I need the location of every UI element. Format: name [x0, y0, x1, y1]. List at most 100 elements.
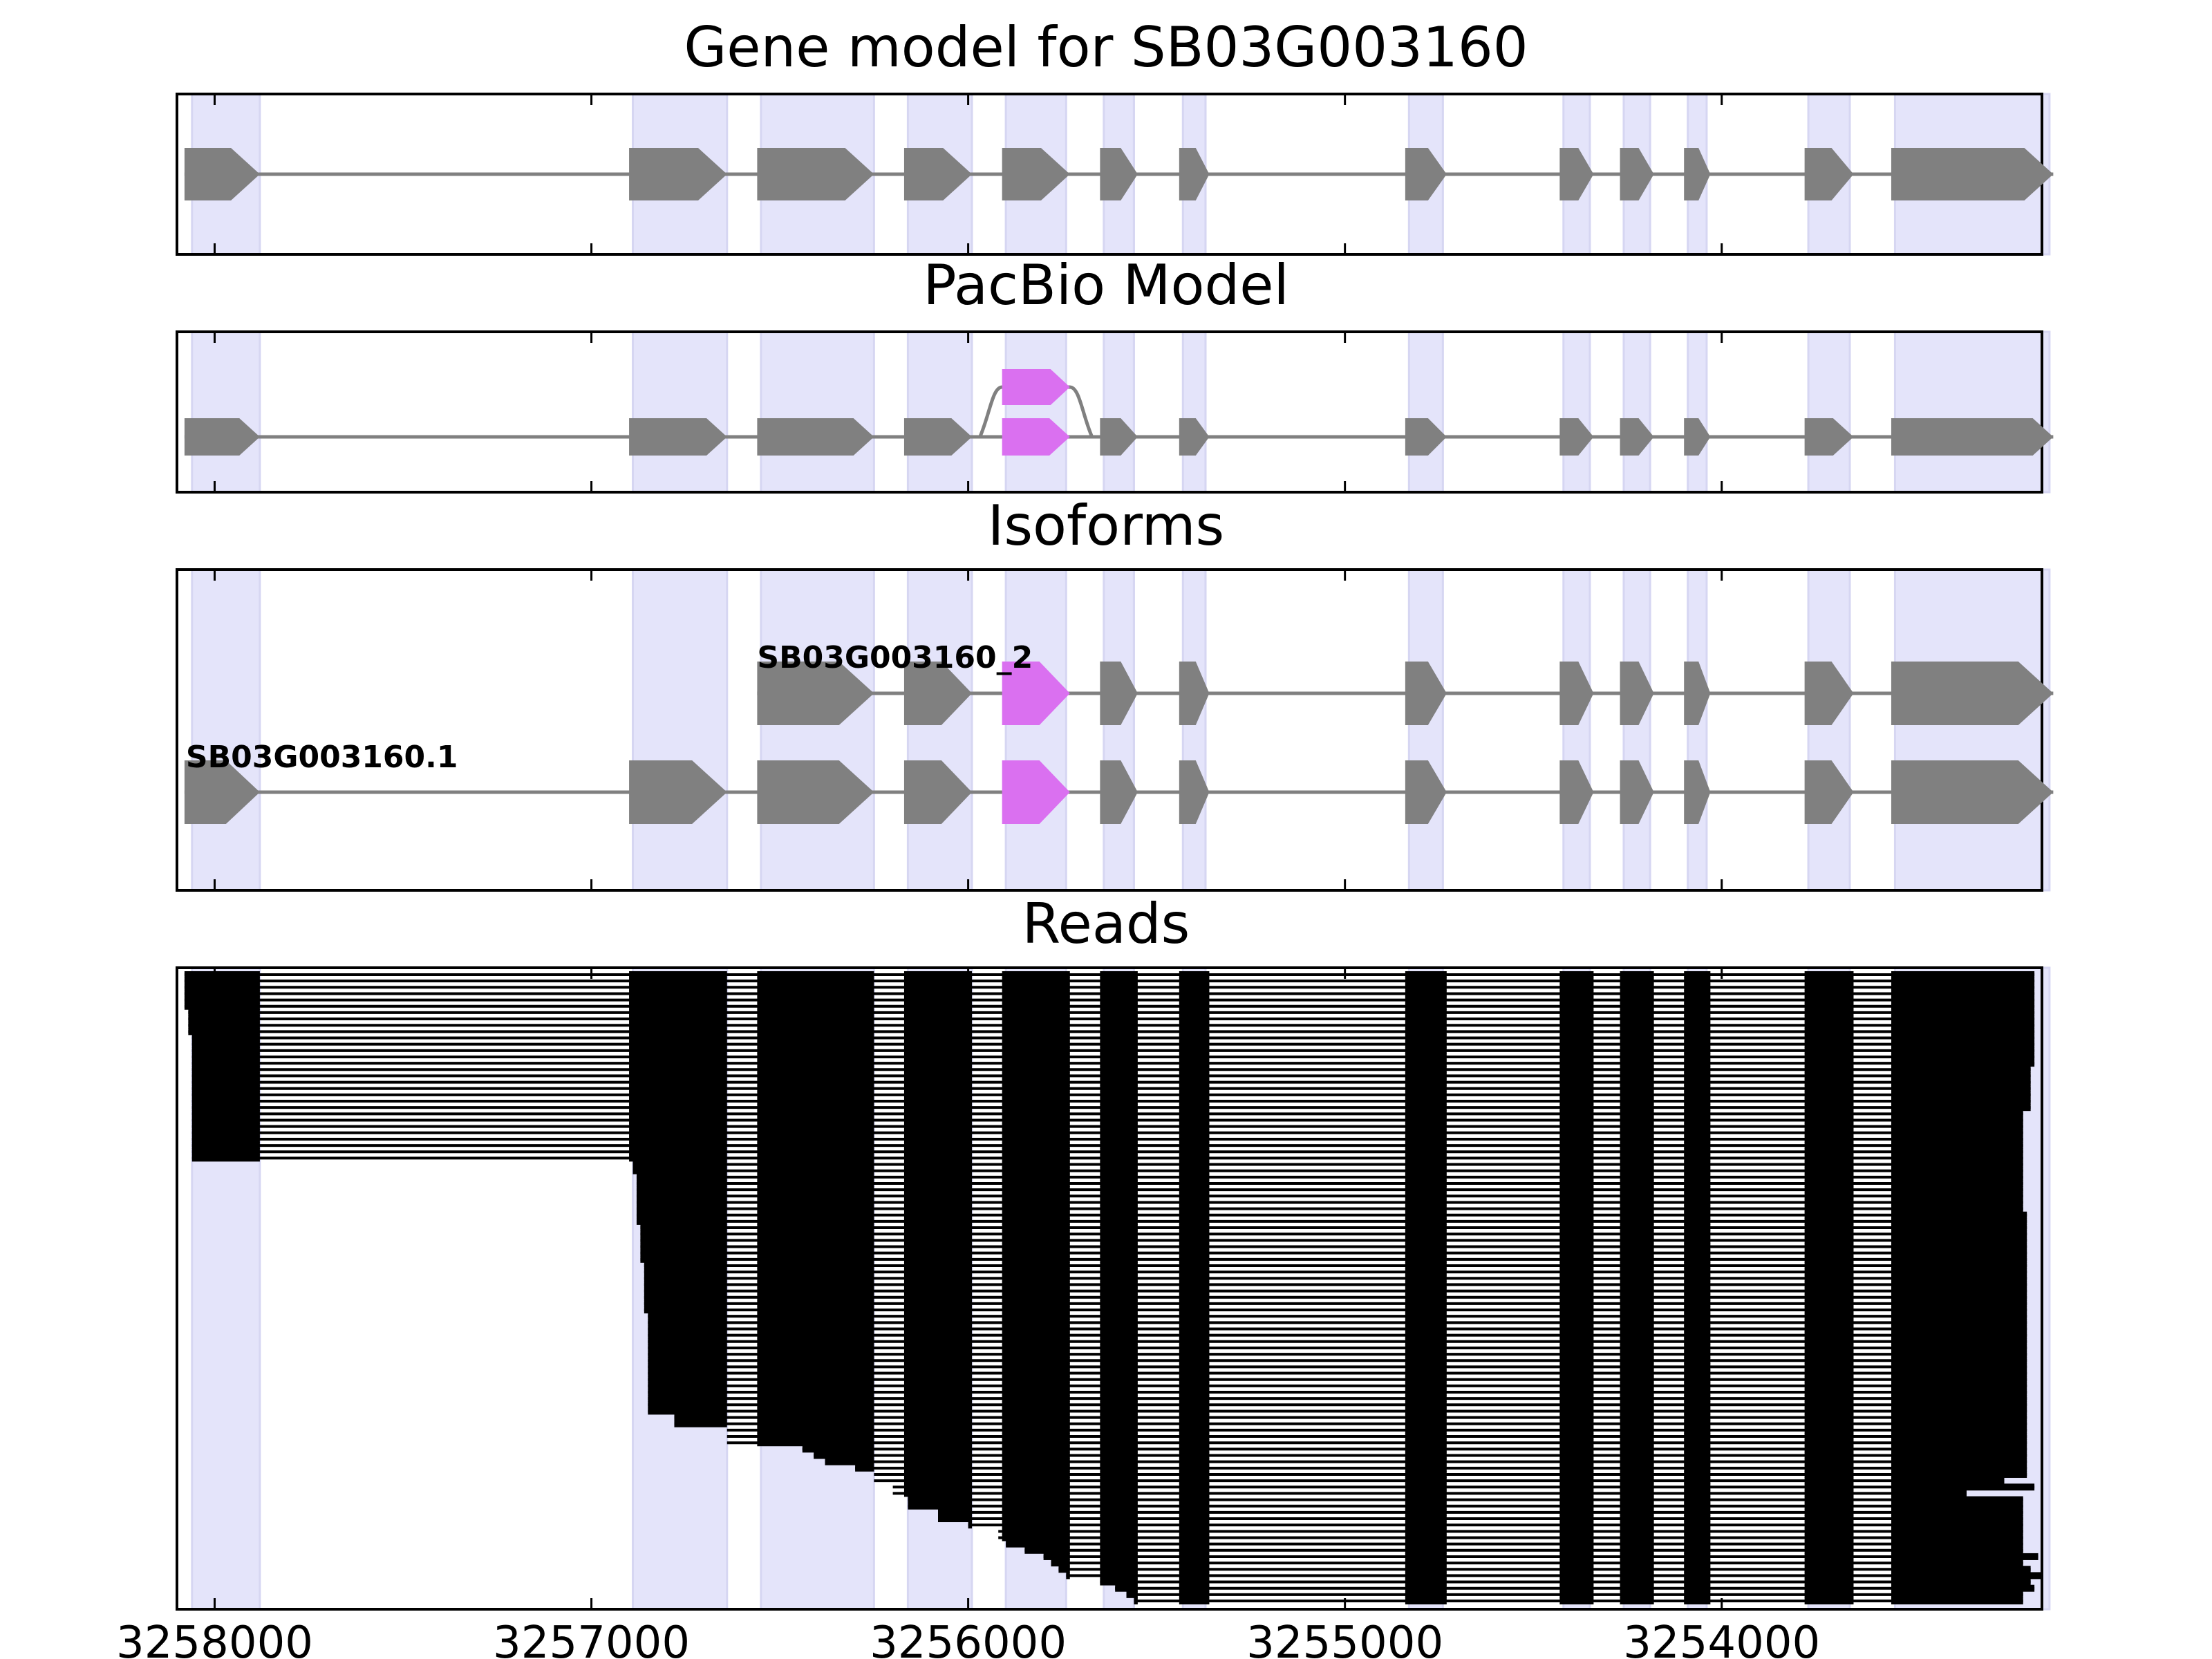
read-block: [1684, 1268, 1711, 1276]
isoforms-highlight-region: [1407, 568, 1444, 892]
read-block: [1620, 1167, 1654, 1174]
read-block: [1684, 1116, 1711, 1124]
read-block: [188, 1009, 260, 1016]
isoform-2-exon: [1891, 662, 2054, 725]
read-block: [1002, 1060, 1070, 1067]
read-block: [1179, 1123, 1210, 1130]
read-block: [1891, 1483, 2035, 1491]
read-block: [1891, 1015, 2035, 1023]
read-block: [1620, 1445, 1654, 1453]
read-block: [903, 1192, 973, 1200]
read-block: [1804, 1098, 1854, 1105]
read-block: [1100, 1002, 1138, 1010]
read-block: [1891, 1009, 2035, 1016]
read-block: [1100, 1546, 1138, 1554]
read-block: [1559, 1420, 1594, 1427]
read-block: [1179, 1540, 1210, 1548]
read-block: [648, 1376, 727, 1383]
read-block: [938, 1515, 973, 1523]
read-block: [1559, 1338, 1594, 1345]
read-block: [1002, 1135, 1070, 1143]
read-block: [1804, 1433, 1854, 1441]
read-block: [1100, 1091, 1138, 1098]
read-block: [1100, 1414, 1138, 1421]
read-block: [903, 1351, 973, 1358]
read-block: [1179, 1211, 1210, 1219]
read-block: [1684, 1300, 1711, 1307]
read-block: [1179, 1331, 1210, 1339]
read-block: [1002, 1287, 1070, 1295]
read-block: [1179, 1022, 1210, 1029]
read-block: [1804, 1123, 1854, 1130]
read-block: [1804, 1275, 1854, 1282]
read-block: [1179, 1053, 1210, 1060]
read-block: [1620, 1584, 1654, 1592]
read-block: [1405, 1217, 1447, 1225]
read-block: [1559, 1230, 1594, 1238]
read-block: [1620, 977, 1654, 985]
read-block: [1559, 1186, 1594, 1194]
read-block: [1804, 1034, 1854, 1042]
read-block: [1179, 1275, 1210, 1282]
read-block: [1620, 1566, 1654, 1573]
read-block: [191, 1085, 260, 1092]
read-block: [1684, 1028, 1711, 1035]
read-block: [1405, 1559, 1447, 1567]
read-block: [1100, 1376, 1138, 1383]
read-block: [1620, 1135, 1654, 1143]
read-block: [191, 1047, 260, 1054]
read-block: [1100, 1186, 1138, 1194]
read-block: [1002, 1255, 1070, 1263]
read-block: [1405, 1015, 1447, 1023]
read-block: [1891, 1091, 2031, 1098]
read-block: [1179, 1369, 1210, 1377]
read-block: [757, 1161, 874, 1168]
read-block: [1100, 1389, 1138, 1396]
read-block: [1179, 984, 1210, 991]
read-block: [1620, 1085, 1654, 1092]
read-block: [903, 1363, 973, 1371]
read-block: [1405, 1376, 1447, 1383]
read-block: [1100, 1009, 1138, 1016]
read-block: [629, 1047, 727, 1054]
read-block: [903, 1110, 973, 1118]
read-block: [1179, 1382, 1210, 1389]
read-block: [903, 1331, 973, 1339]
read-block: [629, 1116, 727, 1124]
read-block: [1804, 1078, 1854, 1086]
read-block: [1405, 1098, 1447, 1105]
read-block: [1179, 1060, 1210, 1067]
read-block: [1405, 1243, 1447, 1250]
read-block: [1100, 1161, 1138, 1168]
read-block: [1100, 1110, 1138, 1118]
read-block: [1002, 1508, 1070, 1516]
read-block: [903, 1483, 973, 1491]
read-block: [1559, 1439, 1594, 1447]
x-tick-label: 3254000: [1623, 1618, 1820, 1659]
read-block: [1179, 1217, 1210, 1225]
read-block: [1100, 1351, 1138, 1358]
read-block: [1559, 1053, 1594, 1060]
read-block: [1100, 1395, 1138, 1403]
isoform-1-exon: [629, 760, 727, 824]
read-block: [903, 984, 973, 991]
read-block: [1179, 1262, 1210, 1269]
pacbio-frame: [176, 330, 2043, 494]
pacbio-highlight-region: [1807, 330, 1851, 494]
read-block: [1559, 1275, 1594, 1282]
read-block: [1405, 1458, 1447, 1465]
read-block: [1559, 1022, 1594, 1029]
read-block: [968, 1521, 973, 1529]
read-block: [1405, 1546, 1447, 1554]
read-block: [1684, 1496, 1711, 1503]
x-tick-label: 3258000: [116, 1618, 313, 1659]
read-block: [903, 1319, 973, 1327]
read-block: [1684, 1287, 1711, 1295]
read-block: [1405, 1414, 1447, 1421]
read-block: [1002, 1161, 1070, 1168]
read-block: [1804, 1154, 1854, 1162]
read-block: [1620, 1217, 1654, 1225]
read-block: [1179, 1186, 1210, 1194]
read-block: [1100, 1464, 1138, 1472]
read-block: [1559, 1078, 1594, 1086]
